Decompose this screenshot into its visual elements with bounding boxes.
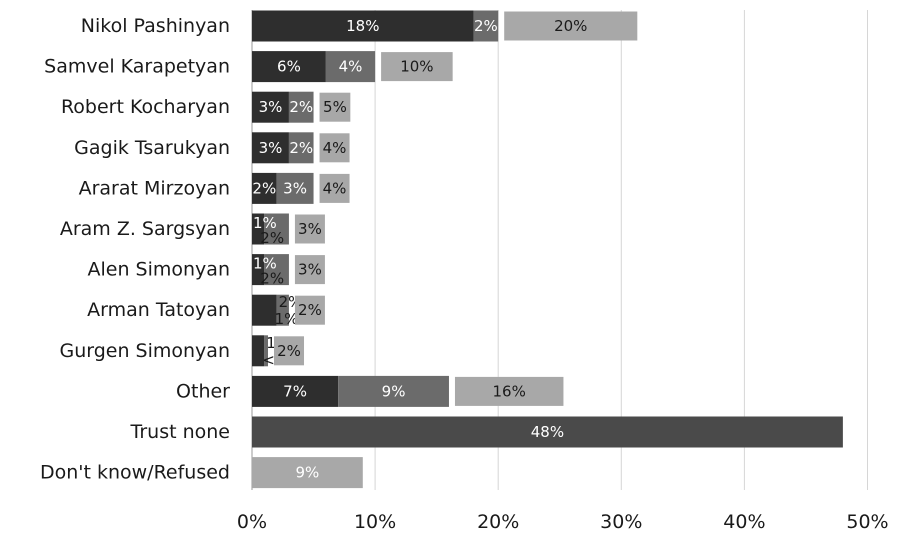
- category-labels: Nikol Pashinyan Samvel Karapetyan Robert K…: [40, 15, 230, 484]
- data-label: 2%: [289, 98, 313, 116]
- data-label: 18%: [346, 17, 379, 35]
- data-label: 48%: [531, 423, 564, 441]
- total-bar: [294, 295, 325, 325]
- data-label: 2%: [260, 270, 284, 288]
- bar-segment-1: [252, 254, 265, 286]
- category-label: Arman Tatoyan: [87, 299, 230, 321]
- total-label: 10%: [400, 58, 433, 76]
- total-bar: [319, 133, 350, 163]
- bar-segment-1: [252, 172, 277, 204]
- total-label: 16%: [493, 382, 526, 400]
- bar-segment-2: [325, 51, 376, 83]
- gridlines: [251, 10, 868, 490]
- bar-segment-2: [264, 335, 269, 367]
- data-label: 7%: [283, 382, 307, 400]
- bar-dont_know: [252, 457, 363, 489]
- total-label: 4%: [323, 179, 347, 197]
- total-bar: [454, 376, 564, 406]
- bar-segment-1: [252, 51, 326, 83]
- data-label: 2%: [252, 179, 276, 197]
- total-bar: [319, 173, 350, 203]
- bar-segment-1: [252, 91, 289, 123]
- data-label: 9%: [295, 464, 319, 482]
- category-label: Ararat Mirzoyan: [79, 177, 230, 199]
- data-label: 2%: [289, 139, 313, 157]
- bar-segment-2: [338, 375, 449, 407]
- x-tick-label: 0%: [237, 511, 267, 533]
- total-bar: [381, 52, 453, 82]
- bar-segment-2: [288, 132, 314, 164]
- bar-segment-2: [264, 254, 289, 286]
- data-label: 2%: [474, 17, 498, 35]
- category-label: Robert Kocharyan: [61, 96, 230, 118]
- category-label: Gagik Tsarukyan: [74, 137, 230, 159]
- total-label: 2%: [277, 342, 301, 360]
- x-tick-label: 40%: [723, 511, 765, 533]
- bar-segment-2: [288, 91, 314, 123]
- bar-segment-1: [252, 375, 339, 407]
- x-tick-labels: 0% 10% 20% 30% 40% 50%: [237, 511, 889, 533]
- bar-segment-1: [252, 132, 289, 164]
- data-label: 6%: [277, 58, 301, 76]
- total-label: 5%: [323, 98, 347, 116]
- total-bar: [274, 336, 305, 366]
- category-label: Samvel Karapetyan: [44, 56, 230, 78]
- data-label: 3%: [283, 179, 307, 197]
- bar-segment-1: [252, 213, 265, 245]
- total-bar: [294, 214, 325, 244]
- bar-segment-2: [473, 10, 499, 42]
- bar-segment-2: [276, 172, 314, 204]
- category-label: Alen Simonyan: [88, 259, 231, 281]
- category-label: Nikol Pashinyan: [81, 15, 230, 37]
- bar-segment-1: [252, 294, 277, 326]
- data-label: 9%: [382, 382, 406, 400]
- bar-segment-1: [252, 10, 474, 42]
- category-label: Don't know/Refused: [40, 462, 230, 484]
- category-label: Gurgen Simonyan: [59, 340, 230, 362]
- total-label: 2%: [298, 301, 322, 319]
- category-label: Aram Z. Sargsyan: [60, 218, 230, 240]
- x-tick-label: 50%: [846, 511, 888, 533]
- total-label: 20%: [554, 17, 587, 35]
- bar-segment-2: [276, 294, 289, 326]
- x-tick-label: 10%: [354, 511, 396, 533]
- data-label: 2%: [260, 229, 284, 247]
- total-label: 4%: [323, 139, 347, 157]
- data-label: 1%: [275, 310, 299, 328]
- bar-segment-1: [252, 335, 265, 367]
- data-label: 3%: [259, 139, 283, 157]
- category-label: Other: [176, 380, 230, 402]
- x-tick-label: 20%: [477, 511, 519, 533]
- total-bar: [504, 11, 638, 41]
- data-label: 1%: [253, 214, 277, 232]
- total-bar: [294, 255, 325, 285]
- bar-segment-2: [264, 213, 289, 245]
- data-label: 3%: [259, 98, 283, 116]
- bars: 18% 2% 20%6% 4% 10%3% 2% 5%3% 2% 4%2% 3% 4%1%2% 3%1…: [252, 10, 843, 489]
- bar-trust_none: [252, 416, 843, 448]
- total-label: 3%: [298, 261, 322, 279]
- x-tick-label: 30%: [600, 511, 642, 533]
- category-label: Trust none: [130, 421, 230, 443]
- total-label: 3%: [298, 220, 322, 238]
- data-label: 4%: [339, 58, 363, 76]
- total-bar: [319, 92, 351, 122]
- data-label: 1%: [253, 255, 277, 273]
